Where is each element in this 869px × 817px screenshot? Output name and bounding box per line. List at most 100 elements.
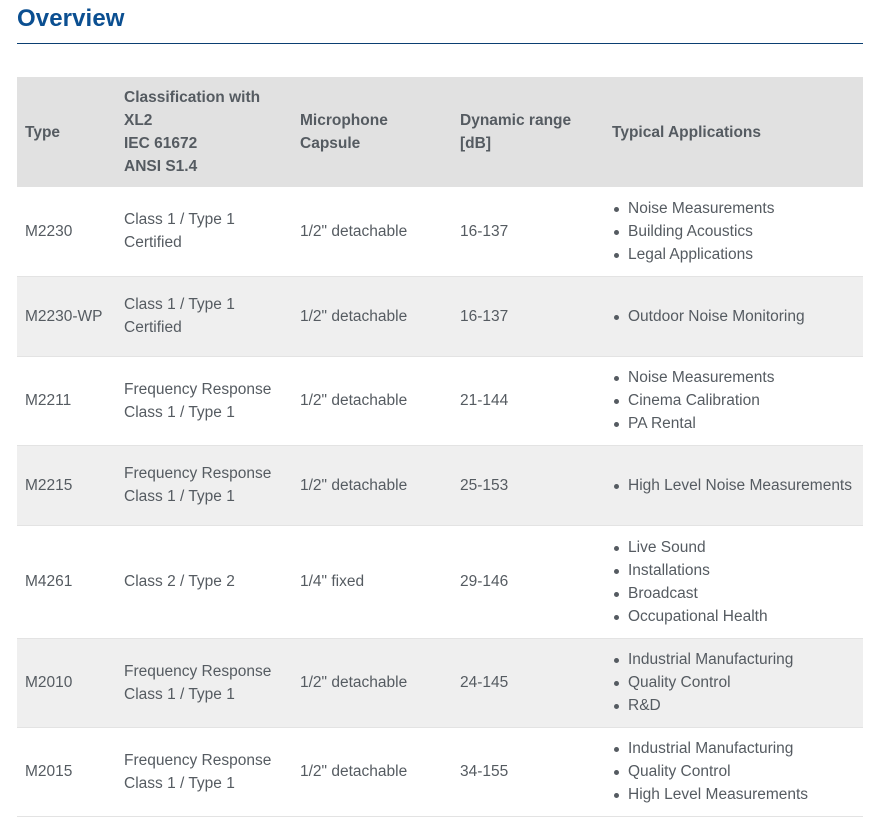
page-title: Overview	[17, 5, 125, 32]
header-label-line: IEC 61672	[124, 135, 198, 152]
cell-classification: Frequency Response Class 1 / Type 1	[116, 727, 292, 816]
cell-typical-applications: Industrial Manufacturing Quality Control H…	[604, 727, 863, 816]
applications-list: Outdoor Noise Monitoring	[612, 305, 855, 328]
classification-line: Certified	[124, 234, 182, 252]
table-header: Type Classification with XL2 IEC 61672 ANSI …	[17, 77, 863, 187]
classification-line: Class 2 / Type 2	[124, 573, 235, 590]
applications-list: Noise Measurements Cinema Calibration PA R…	[612, 366, 855, 435]
cell-classification: Class 2 / Type 2	[116, 525, 292, 638]
list-item: High Level Noise Measurements	[614, 474, 855, 497]
classification-line: Class 1 / Type 1	[124, 296, 235, 313]
cell-dynamic-range: 21-144	[460, 392, 509, 409]
cell-typical-applications: Noise Measurements Building Acoustics Lega…	[604, 187, 863, 276]
cell-microphone-capsule: 1/2" detachable	[300, 674, 408, 691]
header-label-line: ANSI S1.4	[124, 158, 198, 175]
classification-line: Class 1 / Type 1	[124, 685, 235, 703]
list-item: Industrial Manufacturing	[614, 648, 855, 671]
table-row: M4261 Class 2 / Type 2 1/4" fixed 29-146 Liv…	[17, 525, 863, 638]
list-item: PA Rental	[614, 412, 855, 435]
cell-microphone-capsule: 1/2" detachable	[300, 222, 408, 240]
header-type: Type	[17, 77, 116, 187]
header-label-line: XL2	[124, 112, 153, 129]
cell-typical-applications: Live Sound Installations Broadcast Occupati…	[604, 525, 863, 638]
list-item: Building Acoustics	[614, 220, 855, 243]
header-label-line: Classification with	[124, 89, 261, 106]
cell-microphone-capsule: 1/2" detachable	[300, 307, 408, 325]
list-item: High Level Measurements	[614, 783, 855, 806]
list-item: Live Sound	[614, 536, 855, 559]
cell-classification: Class 1 / Type 1 Certified	[116, 276, 292, 356]
cell-type: M2010	[25, 674, 73, 691]
cell-classification: Class 1 / Type 1 Certified	[116, 187, 292, 276]
overview-table: Type Classification with XL2 IEC 61672 ANSI …	[17, 77, 863, 817]
table-body: M2230 Class 1 / Type 1 Certified 1/2" detac…	[17, 187, 863, 816]
overview-table-container: Type Classification with XL2 IEC 61672 ANSI …	[17, 77, 863, 817]
header-label-line: Microphone	[300, 112, 388, 129]
table-row: M2230-WP Class 1 / Type 1 Certified 1/2" de…	[17, 276, 863, 356]
table-row: M2015 Frequency Response Class 1 / Type 1 1…	[17, 727, 863, 816]
header-typical-applications: Typical Applications	[604, 77, 863, 187]
cell-dynamic-range: 29-146	[460, 573, 509, 590]
table-row: M2230 Class 1 / Type 1 Certified 1/2" detac…	[17, 187, 863, 276]
cell-dynamic-range: 34-155	[460, 763, 509, 780]
cell-microphone-capsule: 1/2" detachable	[300, 476, 408, 494]
applications-list: High Level Noise Measurements	[612, 474, 855, 497]
cell-dynamic-range: 24-145	[460, 674, 509, 691]
header-label-line: Typical Applications	[612, 123, 761, 141]
classification-line: Certified	[124, 319, 182, 336]
table-row: M2010 Frequency Response Class 1 / Type 1 1…	[17, 638, 863, 727]
cell-classification: Frequency Response Class 1 / Type 1	[116, 356, 292, 445]
list-item: Broadcast	[614, 582, 855, 605]
cell-microphone-capsule: 1/2" detachable	[300, 392, 408, 409]
list-item: Quality Control	[614, 671, 855, 694]
header-label-line: Type	[25, 123, 61, 141]
cell-microphone-capsule: 1/4" fixed	[300, 573, 365, 590]
header-row: Type Classification with XL2 IEC 61672 ANSI …	[17, 77, 863, 187]
list-item: Cinema Calibration	[614, 389, 855, 412]
list-item: Occupational Health	[614, 605, 855, 628]
cell-typical-applications: Industrial Manufacturing Quality Control R…	[604, 638, 863, 727]
title-divider	[17, 43, 863, 44]
cell-typical-applications: Outdoor Noise Monitoring	[604, 276, 863, 356]
list-item: R&D	[614, 694, 855, 717]
cell-dynamic-range: 16-137	[460, 307, 509, 325]
applications-list: Noise Measurements Building Acoustics Lega…	[612, 197, 855, 266]
list-item: Quality Control	[614, 760, 855, 783]
header-dynamic-range: Dynamic range [dB]	[452, 77, 604, 187]
table-row: M2211 Frequency Response Class 1 / Type 1 1…	[17, 356, 863, 445]
header-label-line: [dB]	[460, 135, 491, 152]
cell-type: M4261	[25, 573, 73, 590]
applications-list: Live Sound Installations Broadcast Occupati…	[612, 536, 855, 628]
classification-line: Class 1 / Type 1	[124, 488, 235, 505]
table-row: M2215 Frequency Response Class 1 / Type 1 1…	[17, 445, 863, 525]
list-item: Noise Measurements	[614, 197, 855, 220]
classification-line: Frequency Response	[124, 465, 272, 482]
list-item: Outdoor Noise Monitoring	[614, 305, 855, 328]
cell-type: M2215	[25, 476, 73, 494]
cell-type: M2211	[25, 392, 72, 409]
classification-line: Class 1 / Type 1	[124, 211, 235, 229]
cell-typical-applications: Noise Measurements Cinema Calibration PA R…	[604, 356, 863, 445]
applications-list: Industrial Manufacturing Quality Control H…	[612, 737, 855, 806]
list-item: Industrial Manufacturing	[614, 737, 855, 760]
header-microphone-capsule: Microphone Capsule	[292, 77, 452, 187]
cell-dynamic-range: 25-153	[460, 476, 509, 494]
classification-line: Frequency Response	[124, 751, 272, 769]
cell-classification: Frequency Response Class 1 / Type 1	[116, 638, 292, 727]
cell-type: M2230-WP	[25, 307, 103, 325]
header-classification: Classification with XL2 IEC 61672 ANSI S1.4	[116, 77, 292, 187]
cell-dynamic-range: 16-137	[460, 222, 509, 240]
applications-list: Industrial Manufacturing Quality Control R…	[612, 648, 855, 717]
cell-type: M2015	[25, 763, 73, 780]
cell-typical-applications: High Level Noise Measurements	[604, 445, 863, 525]
classification-line: Frequency Response	[124, 662, 272, 680]
header-label-line: Dynamic range	[460, 112, 572, 129]
list-item: Installations	[614, 559, 855, 582]
classification-line: Frequency Response	[124, 380, 272, 398]
cell-classification: Frequency Response Class 1 / Type 1	[116, 445, 292, 525]
cell-type: M2230	[25, 222, 73, 240]
classification-line: Class 1 / Type 1	[124, 403, 235, 421]
header-label-line: Capsule	[300, 135, 361, 152]
classification-line: Class 1 / Type 1	[124, 774, 235, 792]
list-item: Noise Measurements	[614, 366, 855, 389]
